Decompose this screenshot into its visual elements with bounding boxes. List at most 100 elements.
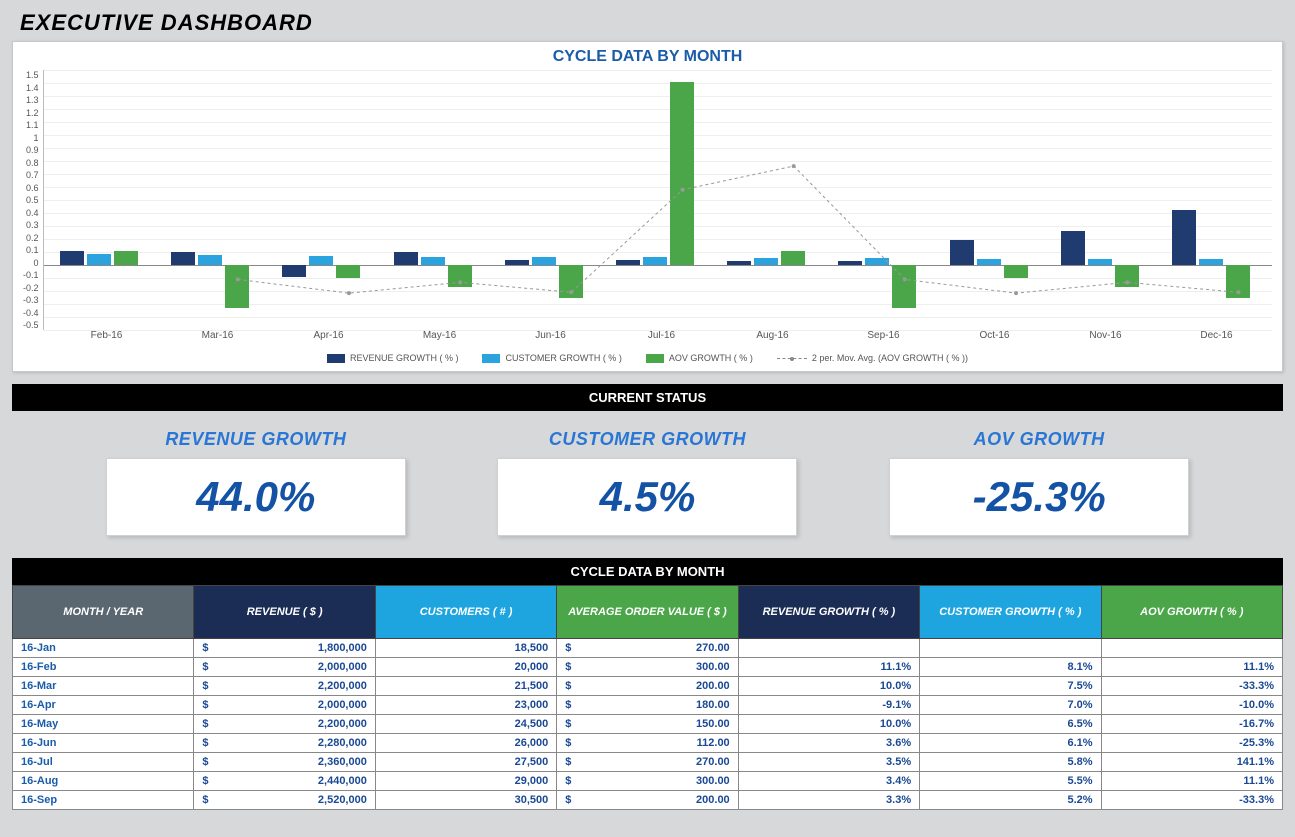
table-cell: 5.8% bbox=[920, 753, 1101, 772]
table-cell: $1,800,000 bbox=[194, 639, 375, 658]
y-tick-label: 0 bbox=[23, 258, 39, 268]
table-cell: 7.5% bbox=[920, 677, 1101, 696]
chart-title: CYCLE DATA BY MONTH bbox=[23, 48, 1272, 66]
table-cell: $2,000,000 bbox=[194, 658, 375, 677]
y-tick-label: 0.7 bbox=[23, 170, 39, 180]
chart-bar bbox=[1061, 231, 1085, 265]
chart-bar bbox=[532, 257, 556, 265]
y-tick-label: 0.8 bbox=[23, 158, 39, 168]
x-tick-label: Sep-16 bbox=[828, 330, 939, 341]
chart-bar bbox=[87, 254, 111, 265]
table-column-header: REVENUE ( $ ) bbox=[194, 586, 375, 639]
table-column-header: CUSTOMERS ( # ) bbox=[375, 586, 556, 639]
chart-bar bbox=[559, 265, 583, 298]
table-cell: 29,000 bbox=[375, 772, 556, 791]
table-cell: 26,000 bbox=[375, 734, 556, 753]
chart-bar bbox=[394, 252, 418, 265]
chart-bar bbox=[60, 251, 84, 265]
chart-bar bbox=[1172, 210, 1196, 265]
table-cell: 16-Sep bbox=[13, 791, 194, 810]
table-cell: $200.00 bbox=[557, 677, 738, 696]
table-cell: -25.3% bbox=[1101, 734, 1282, 753]
chart-bar bbox=[727, 261, 751, 265]
chart-bar bbox=[171, 252, 195, 265]
x-tick-label: Jun-16 bbox=[495, 330, 606, 341]
chart-bar bbox=[865, 258, 889, 265]
table-cell: 23,000 bbox=[375, 696, 556, 715]
legend-item: CUSTOMER GROWTH ( % ) bbox=[482, 353, 621, 363]
table-cell: 6.5% bbox=[920, 715, 1101, 734]
kpi-label: REVENUE GROWTH bbox=[106, 429, 406, 450]
chart-bar bbox=[1004, 265, 1028, 278]
table-cell: $2,280,000 bbox=[194, 734, 375, 753]
table-cell: $2,520,000 bbox=[194, 791, 375, 810]
chart-plot bbox=[43, 70, 1272, 330]
chart-bar bbox=[198, 255, 222, 265]
x-tick-label: Apr-16 bbox=[273, 330, 384, 341]
table-row: 16-Mar$2,200,00021,500$200.0010.0%7.5%-3… bbox=[13, 677, 1283, 696]
cycle-chart-panel: CYCLE DATA BY MONTH 1.51.41.31.21.110.90… bbox=[12, 41, 1283, 372]
chart-bar bbox=[1226, 265, 1250, 298]
y-tick-label: 0.1 bbox=[23, 245, 39, 255]
page-title: EXECUTIVE DASHBOARD bbox=[0, 0, 1295, 41]
table-cell: -33.3% bbox=[1101, 791, 1282, 810]
chart-x-axis: Feb-16Mar-16Apr-16May-16Jun-16Jul-16Aug-… bbox=[51, 330, 1272, 341]
table-cell: 5.2% bbox=[920, 791, 1101, 810]
table-row: 16-Jul$2,360,00027,500$270.003.5%5.8%141… bbox=[13, 753, 1283, 772]
table-cell: 7.0% bbox=[920, 696, 1101, 715]
table-column-header: REVENUE GROWTH ( % ) bbox=[738, 586, 919, 639]
kpi-value: -25.3% bbox=[890, 473, 1188, 521]
y-tick-label: 0.6 bbox=[23, 183, 39, 193]
table-cell: $150.00 bbox=[557, 715, 738, 734]
table-cell: $2,360,000 bbox=[194, 753, 375, 772]
y-tick-label: 1 bbox=[23, 133, 39, 143]
table-cell: $2,200,000 bbox=[194, 715, 375, 734]
table-cell: 11.1% bbox=[1101, 772, 1282, 791]
chart-bar bbox=[781, 251, 805, 265]
y-tick-label: 0.9 bbox=[23, 145, 39, 155]
table-row: 16-Jun$2,280,00026,000$112.003.6%6.1%-25… bbox=[13, 734, 1283, 753]
legend-item: AOV GROWTH ( % ) bbox=[646, 353, 753, 363]
table-cell: 27,500 bbox=[375, 753, 556, 772]
table-cell: 16-Feb bbox=[13, 658, 194, 677]
chart-bar bbox=[114, 251, 138, 265]
chart-bar bbox=[892, 265, 916, 308]
y-tick-label: 0.5 bbox=[23, 195, 39, 205]
chart-y-axis: 1.51.41.31.21.110.90.80.70.60.50.40.30.2… bbox=[23, 70, 43, 330]
table-column-header: AOV GROWTH ( % ) bbox=[1101, 586, 1282, 639]
table-cell bbox=[1101, 639, 1282, 658]
chart-bar bbox=[670, 82, 694, 265]
table-cell: $200.00 bbox=[557, 791, 738, 810]
table-cell: 20,000 bbox=[375, 658, 556, 677]
legend-item: REVENUE GROWTH ( % ) bbox=[327, 353, 459, 363]
table-cell: 6.1% bbox=[920, 734, 1101, 753]
table-cell: -16.7% bbox=[1101, 715, 1282, 734]
x-tick-label: Oct-16 bbox=[939, 330, 1050, 341]
chart-bar bbox=[1115, 265, 1139, 287]
table-cell: 10.0% bbox=[738, 677, 919, 696]
table-cell: 11.1% bbox=[738, 658, 919, 677]
kpi-value: 44.0% bbox=[107, 473, 405, 521]
table-cell: $300.00 bbox=[557, 772, 738, 791]
chart-bar bbox=[1199, 259, 1223, 265]
table-cell: $270.00 bbox=[557, 639, 738, 658]
table-cell: 3.3% bbox=[738, 791, 919, 810]
kpi-block: CUSTOMER GROWTH4.5% bbox=[497, 429, 797, 536]
chart-bar bbox=[309, 256, 333, 265]
kpi-card: -25.3% bbox=[889, 458, 1189, 536]
table-cell: $2,200,000 bbox=[194, 677, 375, 696]
kpi-card: 4.5% bbox=[497, 458, 797, 536]
table-column-header: AVERAGE ORDER VALUE ( $ ) bbox=[557, 586, 738, 639]
table-cell: 21,500 bbox=[375, 677, 556, 696]
y-tick-label: 0.4 bbox=[23, 208, 39, 218]
x-tick-label: Nov-16 bbox=[1050, 330, 1161, 341]
chart-legend: REVENUE GROWTH ( % ) CUSTOMER GROWTH ( % … bbox=[23, 353, 1272, 363]
y-tick-label: -0.3 bbox=[23, 295, 39, 305]
chart-bar bbox=[838, 261, 862, 265]
table-cell: -33.3% bbox=[1101, 677, 1282, 696]
kpi-block: AOV GROWTH-25.3% bbox=[889, 429, 1189, 536]
table-cell: 10.0% bbox=[738, 715, 919, 734]
table-cell: 16-Aug bbox=[13, 772, 194, 791]
table-row: 16-Sep$2,520,00030,500$200.003.3%5.2%-33… bbox=[13, 791, 1283, 810]
table-cell bbox=[920, 639, 1101, 658]
